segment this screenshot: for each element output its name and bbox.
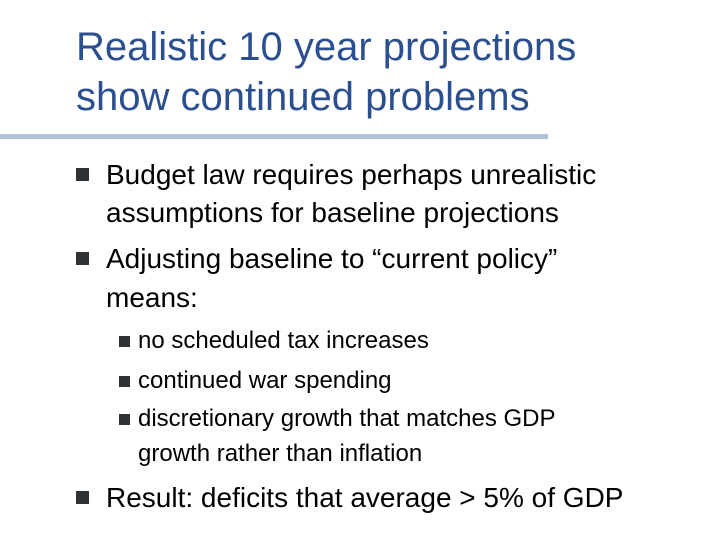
square-bullet-icon <box>119 336 130 347</box>
title-underline-rule <box>0 134 548 139</box>
bullet-text-line: Result: deficits that average > 5% of GD… <box>106 482 624 513</box>
square-bullet-icon <box>76 252 89 265</box>
sub-bullet-text-line: discretionary growth that matches GDP <box>138 405 556 432</box>
square-bullet-icon <box>76 168 89 181</box>
bullet-text-line: Budget law requires perhaps unrealistic <box>106 159 597 190</box>
bullet-text-line: assumptions for baseline projections <box>106 197 559 228</box>
bullet-text-line: means: <box>106 282 198 313</box>
sub-bullet-text-line: continued war spending <box>138 367 392 394</box>
title-line-1: Realistic 10 year projections <box>76 25 577 69</box>
square-bullet-icon <box>119 414 130 425</box>
sub-bullet-text-line: growth rather than inflation <box>138 440 423 467</box>
slide-title: Realistic 10 year projections show conti… <box>76 22 696 122</box>
bullet-text-line: Adjusting baseline to “current policy” <box>106 243 558 274</box>
square-bullet-icon <box>119 376 130 387</box>
square-bullet-icon <box>76 491 89 504</box>
title-line-2: show continued problems <box>76 75 530 119</box>
sub-bullet-text-line: no scheduled tax increases <box>138 327 429 354</box>
